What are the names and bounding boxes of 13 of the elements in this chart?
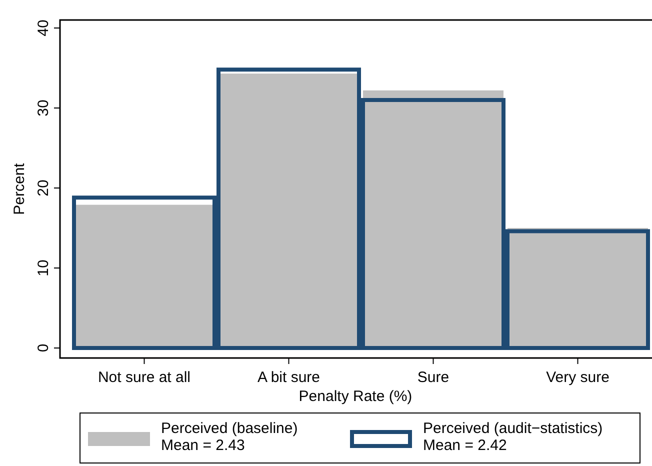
- legend-label: Perceived (baseline) Mean = 2.43: [161, 420, 298, 454]
- legend-label: Perceived (audit−statistics) Mean = 2.42: [423, 420, 603, 454]
- x-tick-label: Not sure at all: [98, 369, 191, 386]
- x-tick-label: A bit sure: [257, 369, 320, 386]
- y-axis-title: Percent: [11, 162, 28, 215]
- x-axis-title: Penalty Rate (%): [298, 388, 412, 405]
- y-tick-label: 20: [35, 180, 52, 196]
- x-tick-label: Very sure: [546, 369, 610, 386]
- y-tick-label: 40: [35, 20, 52, 36]
- y-tick-label: 10: [35, 260, 52, 276]
- x-tick-label: Sure: [417, 369, 450, 386]
- y-tick-label: 0: [35, 344, 52, 352]
- y-tick-label: 30: [35, 100, 52, 116]
